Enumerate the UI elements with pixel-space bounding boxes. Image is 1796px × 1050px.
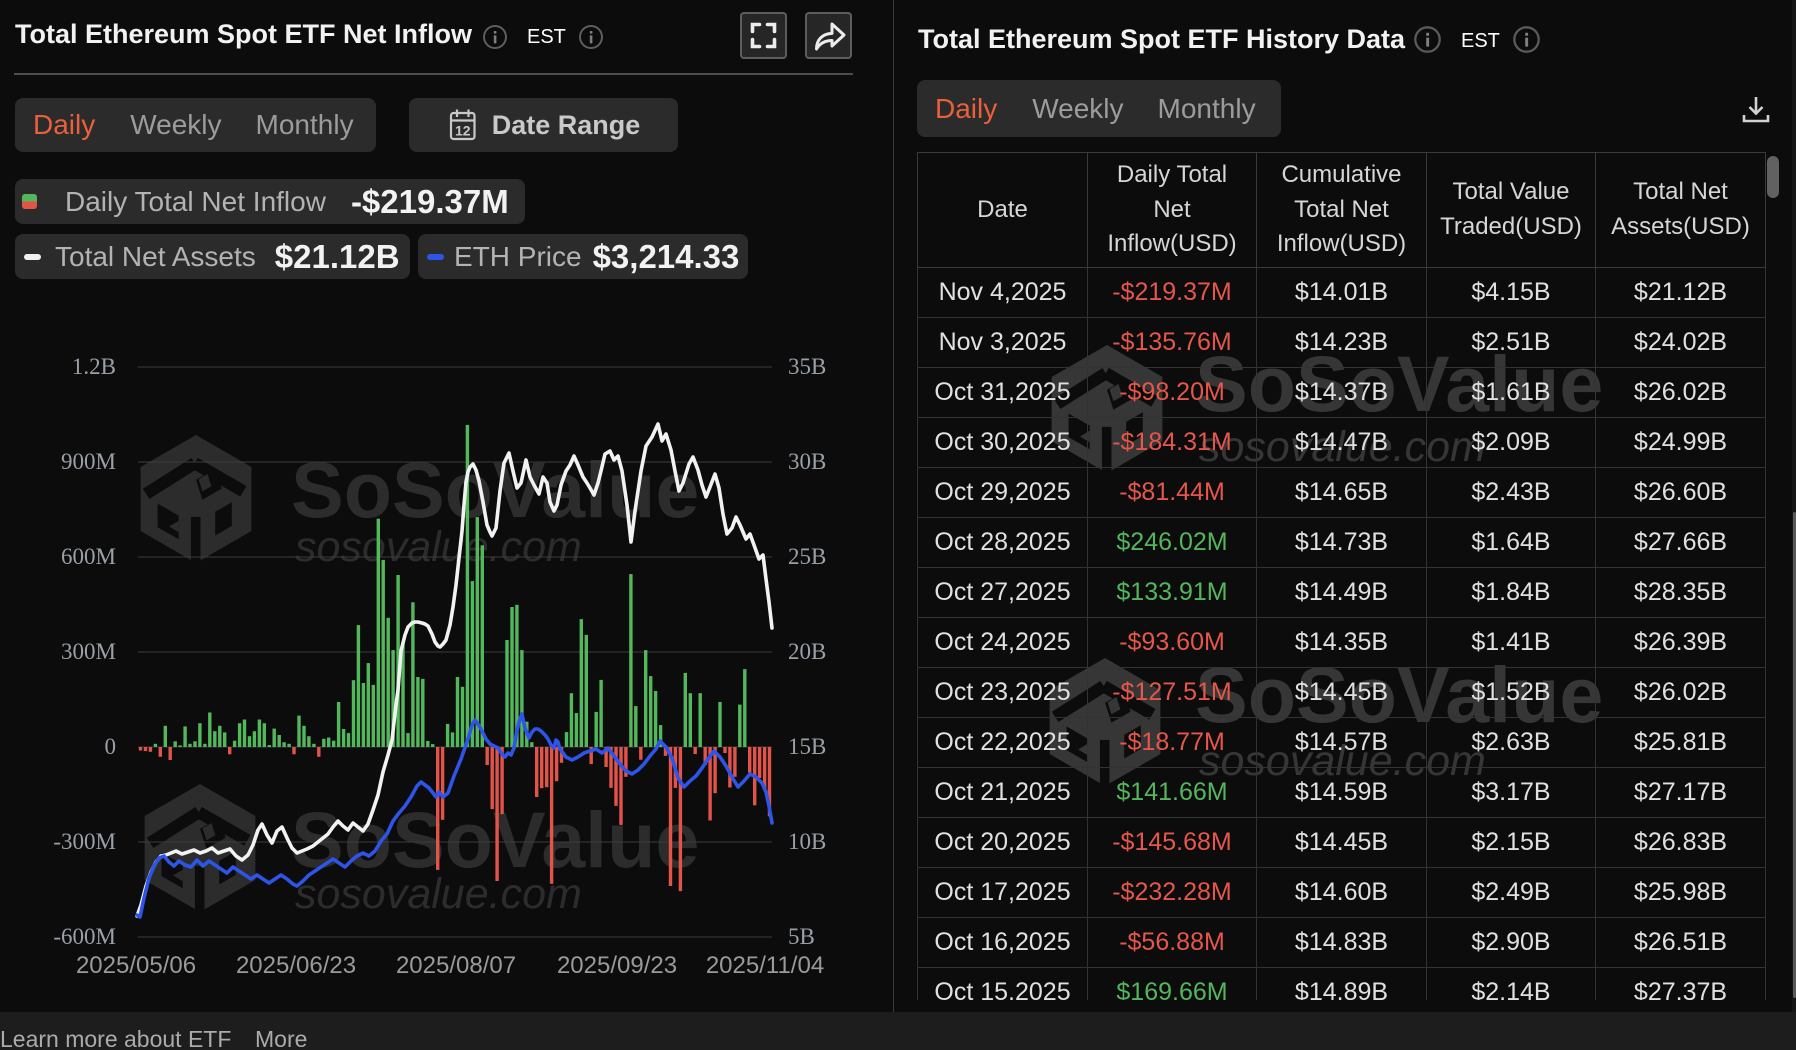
svg-text:SoSoValue: SoSoValue — [291, 795, 699, 884]
svg-text:sosovalue.com: sosovalue.com — [295, 870, 582, 918]
svg-text:25B: 25B — [788, 544, 826, 569]
svg-text:20B: 20B — [788, 639, 826, 664]
svg-text:-600M: -600M — [53, 924, 116, 949]
svg-text:15B: 15B — [788, 734, 826, 759]
svg-text:35B: 35B — [788, 354, 826, 379]
svg-text:2025/09/23: 2025/09/23 — [557, 952, 677, 979]
svg-text:300M: 300M — [61, 639, 116, 664]
svg-text:0: 0 — [105, 734, 117, 759]
svg-text:-300M: -300M — [53, 829, 116, 854]
svg-text:sosovalue.com: sosovalue.com — [295, 523, 582, 571]
svg-text:10B: 10B — [788, 829, 826, 854]
svg-text:2025/11/04: 2025/11/04 — [706, 952, 824, 979]
svg-text:5B: 5B — [788, 924, 815, 949]
svg-text:2025/08/07: 2025/08/07 — [396, 952, 516, 979]
svg-text:2025/06/23: 2025/06/23 — [236, 952, 356, 979]
svg-text:2025/05/06: 2025/05/06 — [76, 952, 196, 979]
svg-text:30B: 30B — [788, 449, 826, 474]
svg-text:1.2B: 1.2B — [72, 354, 116, 379]
svg-text:600M: 600M — [61, 544, 116, 569]
svg-text:12: 12 — [455, 123, 471, 139]
svg-text:900M: 900M — [61, 449, 116, 474]
